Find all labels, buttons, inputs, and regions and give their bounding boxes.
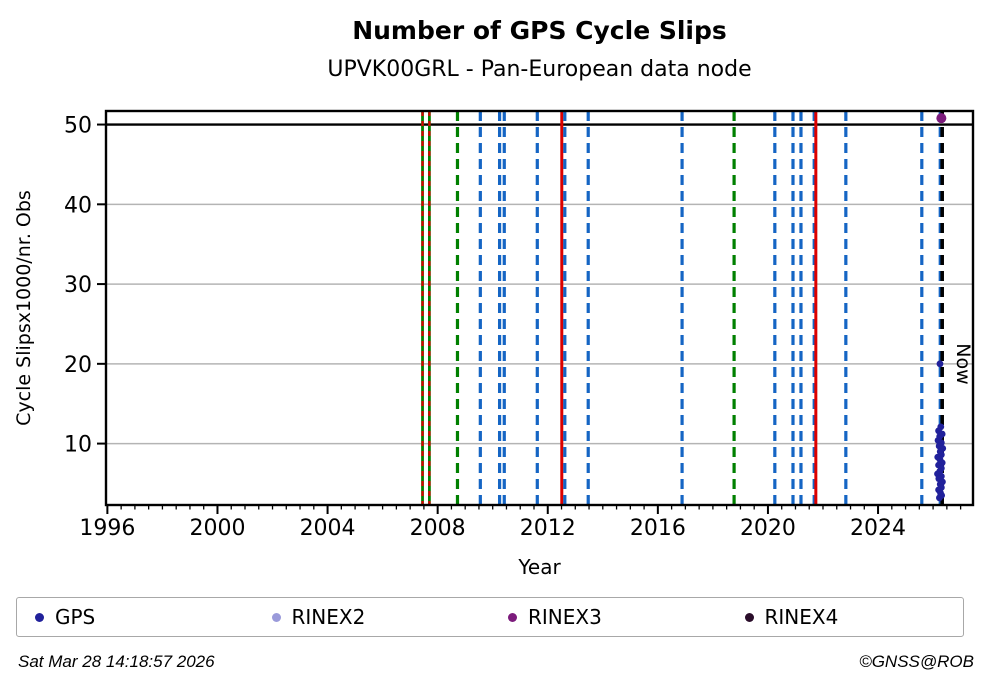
legend-label-rinex4: RINEX4 — [764, 605, 839, 629]
y-tick-label: 30 — [64, 273, 92, 298]
x-tick-label: 2004 — [300, 516, 356, 541]
legend-label-rinex2: RINEX2 — [291, 605, 366, 629]
chart-subtitle: UPVK00GRL - Pan-European data node — [327, 57, 752, 82]
gps-point — [936, 494, 943, 502]
legend-label-gps: GPS — [55, 605, 96, 629]
legend: GPS RINEX2 RINEX3 RINEX4 — [16, 597, 964, 637]
x-axis-label: Year — [517, 555, 561, 579]
footer: Sat Mar 28 14:18:57 2026 ©GNSS@ROB — [18, 652, 974, 672]
rinex3-marker-icon — [508, 612, 517, 622]
x-tick-label: 2008 — [410, 516, 466, 541]
x-tick-label: 2020 — [740, 516, 796, 541]
rinex2-marker-icon — [271, 612, 281, 622]
gps-point — [936, 360, 944, 368]
now-label: Now — [952, 343, 974, 384]
y-axis-label: Cycle Slipsx1000/nr. Obs — [13, 190, 35, 426]
gps-marker-icon — [35, 612, 44, 622]
legend-item-rinex4: RINEX4 — [727, 605, 964, 629]
credit-text: ©GNSS@ROB — [859, 652, 974, 671]
legend-item-rinex3: RINEX3 — [490, 605, 727, 629]
x-tick-label: 2016 — [630, 516, 686, 541]
rinex3-point — [936, 113, 947, 124]
y-tick-label: 50 — [64, 114, 92, 139]
y-tick-label: 10 — [64, 433, 92, 458]
plot-timestamp: Sat Mar 28 14:18:57 2026 — [18, 652, 215, 671]
x-tick-label: 1996 — [79, 516, 135, 541]
y-tick-label: 40 — [64, 193, 92, 218]
plot-border — [104, 109, 975, 507]
rinex4-marker-icon — [744, 612, 754, 622]
legend-label-rinex3: RINEX3 — [528, 605, 602, 629]
x-tick-label: 2000 — [189, 516, 245, 541]
y-tick-label: 20 — [64, 353, 92, 378]
legend-item-gps: GPS — [17, 605, 254, 629]
x-tick-label: 2012 — [520, 516, 576, 541]
x-tick-label: 2024 — [850, 516, 906, 541]
chart-title: Number of GPS Cycle Slips — [352, 16, 727, 45]
legend-item-rinex2: RINEX2 — [254, 605, 491, 629]
cycle-slips-chart: 1996 2000 2004 2008 2012 2016 2020 2024 10 20 30 40… — [13, 109, 975, 579]
